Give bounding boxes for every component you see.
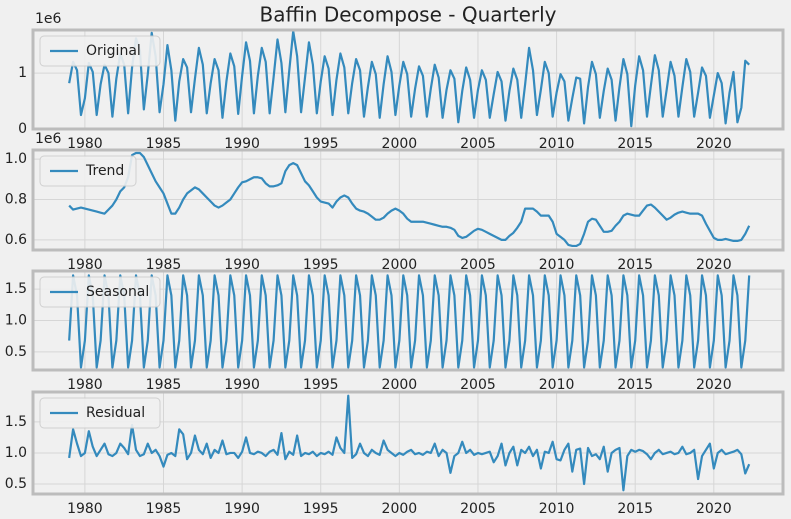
x-tick-label: 1990 — [224, 377, 260, 393]
x-tick-label: 1980 — [67, 257, 103, 273]
x-tick-label: 2000 — [382, 136, 418, 152]
plot-frame — [31, 148, 785, 252]
legend-box — [39, 35, 161, 67]
x-tick-label: 2000 — [382, 501, 418, 517]
subplot: 1980 1985 1990 1995 2000 2005 2010 2015 2020 0.6 0… — [5, 150, 783, 273]
x-tick-label: 2010 — [539, 501, 575, 517]
y-tick-label: 0 — [18, 121, 27, 137]
plot-frame — [31, 390, 785, 496]
x-tick-label: 1985 — [146, 136, 182, 152]
offset-label: 1e6 — [35, 131, 62, 147]
y-tick-label: 0.6 — [5, 232, 27, 248]
x-tick-label: 2010 — [539, 257, 575, 273]
x-tick-label: 2020 — [696, 377, 732, 393]
x-tick-label: 1995 — [303, 501, 339, 517]
offset-label: 1e6 — [35, 11, 62, 27]
legend: Residual — [39, 397, 161, 429]
x-tick-label: 1985 — [146, 501, 182, 517]
y-tick-label: 1.0 — [5, 445, 27, 461]
plot-frame — [31, 28, 785, 131]
x-tick-label: 1990 — [224, 257, 260, 273]
x-tick-label: 2015 — [617, 136, 653, 152]
x-tick-label: 1990 — [224, 136, 260, 152]
legend-box — [39, 397, 161, 429]
y-tick-label: 1.0 — [5, 313, 27, 329]
x-tick-label: 1980 — [67, 136, 103, 152]
x-tick-label: 2005 — [460, 501, 496, 517]
x-tick-label: 2015 — [617, 501, 653, 517]
x-tick-label: 2010 — [539, 377, 575, 393]
chart-title: Baffin Decompose - Quarterly — [259, 3, 556, 27]
data-line — [68, 274, 751, 369]
legend-label: Residual — [86, 405, 145, 421]
legend: Original — [39, 35, 161, 67]
x-tick-label: 2015 — [617, 257, 653, 273]
x-tick-label: 2020 — [696, 501, 732, 517]
legend-box — [39, 155, 137, 187]
plot-area — [33, 150, 783, 250]
y-tick-label: 1 — [18, 65, 27, 81]
x-tick-label: 1980 — [67, 377, 103, 393]
x-tick-label: 2020 — [696, 136, 732, 152]
x-tick-label: 2005 — [460, 136, 496, 152]
legend-label: Original — [86, 43, 141, 59]
plot-frame — [31, 269, 785, 372]
x-tick-label: 1990 — [224, 501, 260, 517]
y-tick-label: 1.0 — [5, 151, 27, 167]
legend-box — [39, 276, 161, 308]
x-tick-label: 2000 — [382, 257, 418, 273]
y-tick-label: 0.8 — [5, 191, 27, 207]
y-tick-label: 0.5 — [5, 344, 27, 360]
y-tick-label: 1.5 — [5, 281, 27, 297]
data-line — [68, 394, 751, 492]
y-tick-label: 0.5 — [5, 476, 27, 492]
x-tick-label: 1985 — [146, 377, 182, 393]
data-line — [68, 30, 750, 128]
legend-label: Seasonal — [86, 284, 149, 300]
x-tick-label: 2005 — [460, 377, 496, 393]
y-tick-label: 1.5 — [5, 414, 27, 430]
x-tick-label: 2015 — [617, 377, 653, 393]
x-tick-label: 1995 — [303, 377, 339, 393]
x-tick-label: 2020 — [696, 257, 732, 273]
legend-label: Trend — [85, 163, 124, 179]
x-tick-label: 2000 — [382, 377, 418, 393]
x-tick-label: 1985 — [146, 257, 182, 273]
x-tick-label: 1995 — [303, 136, 339, 152]
legend: Seasonal — [39, 276, 161, 308]
x-tick-label: 1980 — [67, 501, 103, 517]
x-tick-label: 2005 — [460, 257, 496, 273]
x-tick-label: 2010 — [539, 136, 575, 152]
data-line — [68, 151, 751, 248]
legend: Trend — [39, 155, 137, 187]
x-tick-label: 1995 — [303, 257, 339, 273]
